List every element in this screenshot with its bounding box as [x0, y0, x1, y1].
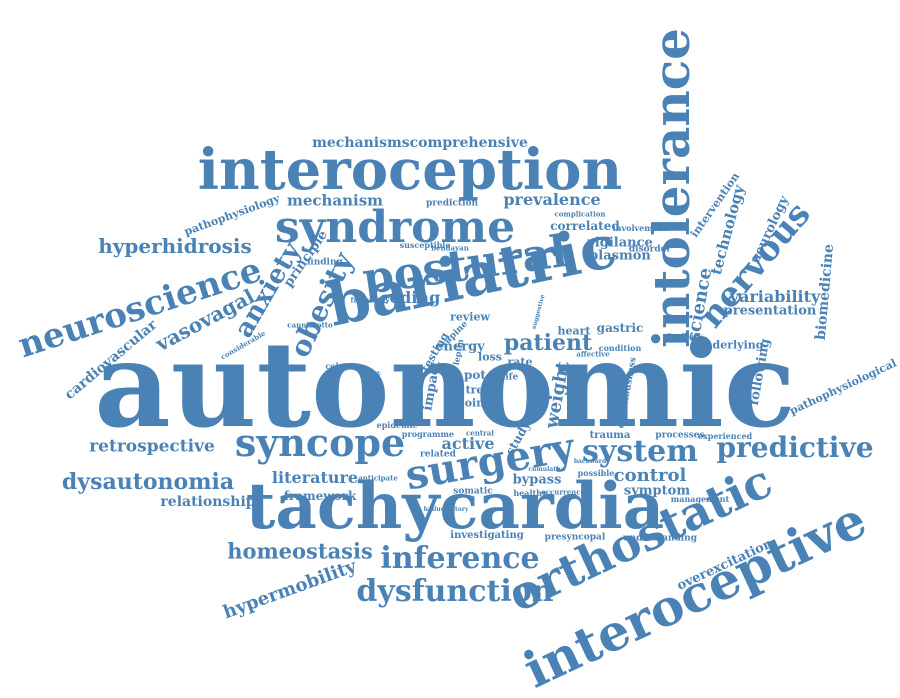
cloud-word: plasmon	[589, 248, 651, 264]
cloud-word: cannizzotto	[287, 320, 333, 330]
cloud-word: bendayan	[431, 243, 469, 253]
cloud-word: relationship	[160, 494, 256, 510]
cloud-word: investigating	[450, 530, 524, 541]
cloud-word: hallucinatory	[423, 506, 469, 513]
cloud-word: processes	[655, 430, 705, 441]
cloud-word: syndrome	[274, 202, 516, 253]
cloud-word: cohort	[325, 361, 355, 371]
cloud-word: presentation	[723, 303, 817, 319]
cloud-word: loss	[478, 350, 502, 364]
cloud-word: programme	[401, 429, 455, 439]
cloud-word: dysfunction	[356, 574, 554, 609]
cloud-word: retrospective	[89, 436, 215, 457]
cloud-word: frequency	[350, 295, 390, 305]
cloud-word: autonomic	[94, 315, 796, 454]
cloud-word: joint	[460, 396, 490, 410]
cloud-word: framework	[283, 489, 357, 503]
cloud-word: literature	[271, 468, 359, 487]
cloud-word: tree	[465, 383, 491, 397]
cloud-word: condition	[598, 343, 642, 353]
cloud-word: hypermobility	[220, 555, 360, 624]
cloud-word: inference	[380, 541, 540, 576]
cloud-word: possible	[577, 468, 615, 478]
cloud-word: tachycardia	[245, 469, 665, 544]
cloud-word: variability	[729, 287, 821, 306]
cloud-word: vigilance	[587, 235, 653, 251]
cloud-word: dysautonomia	[61, 469, 235, 495]
cloud-word: pathophysiological	[787, 356, 899, 418]
cloud-word: anticipate	[358, 473, 398, 483]
cloud-word: energy	[435, 339, 485, 355]
cloud-word: involvement	[612, 223, 668, 233]
cloud-word: mechanism	[286, 191, 384, 210]
cloud-word: system	[582, 434, 698, 469]
cloud-word: coding	[379, 288, 441, 307]
cloud-word: susceptible	[399, 240, 451, 250]
cloud-word: cumulative	[528, 466, 566, 473]
cloud-word: gastric	[596, 321, 644, 335]
cloud-word: bypass	[512, 472, 562, 488]
cloud-word: prevalence	[503, 190, 601, 209]
cloud-word: epidemic	[376, 420, 418, 430]
cloud-word: pot	[464, 368, 486, 382]
cloud-word: disorder	[628, 244, 672, 255]
cloud-word: presyncopal	[544, 532, 606, 543]
cloud-word: control	[613, 465, 687, 486]
cloud-word: experienced	[697, 431, 753, 441]
cloud-word: somatic	[453, 486, 493, 497]
cloud-word: underlying	[696, 338, 764, 352]
cloud-word: biomedicine	[812, 243, 838, 341]
cloud-word: rate	[507, 355, 533, 369]
cloud-word: active	[441, 434, 495, 453]
cloud-word: heart	[557, 324, 591, 338]
cloud-word: syncope	[234, 420, 406, 465]
cloud-word: prediction	[425, 198, 479, 209]
cloud-word: correlated	[550, 219, 620, 233]
cloud-word: feedback	[667, 331, 703, 341]
cloud-word: patient	[503, 330, 593, 356]
cloud-word: review	[450, 310, 490, 324]
cloud-word: trauma	[589, 430, 631, 441]
cloud-word: healthy	[513, 488, 547, 498]
cloud-word: predictive	[716, 431, 874, 464]
cloud-word: mechanismscomprehensive	[312, 135, 528, 151]
cloud-word: affective	[576, 349, 610, 359]
cloud-word: finding	[307, 257, 343, 268]
cloud-word: life	[501, 372, 519, 383]
cloud-word: related	[420, 449, 456, 460]
cloud-word: symptom	[623, 483, 691, 499]
cloud-word: hyperhidrosis	[98, 234, 252, 258]
cloud-word: management	[670, 494, 730, 504]
cloud-word: homeostasis	[227, 538, 373, 564]
cloud-word: complication	[554, 209, 606, 219]
cloud-word: backward	[573, 458, 607, 465]
cloud-word: understanding	[623, 533, 697, 544]
cloud-word: central	[466, 428, 494, 438]
cloud-word: occurrence	[541, 487, 585, 497]
cloud-word: interoception	[197, 137, 623, 203]
